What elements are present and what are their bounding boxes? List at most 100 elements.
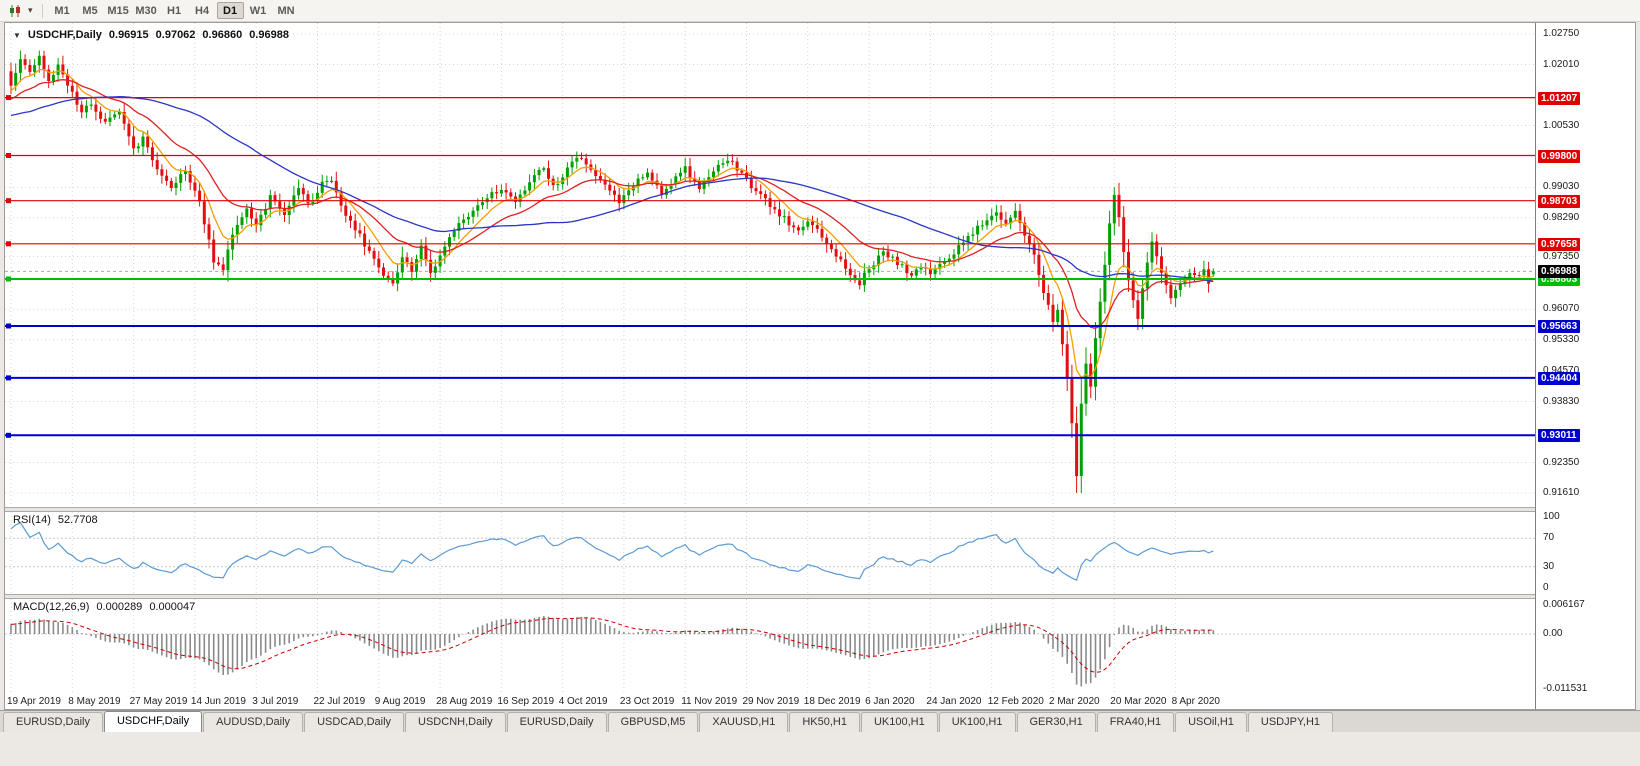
- macd-main-value: 0.000289: [96, 601, 143, 613]
- date-tick-label: 6 Jan 2020: [865, 696, 915, 707]
- date-tick-label: 24 Jan 2020: [926, 696, 982, 707]
- chart-tab-fra40-h1[interactable]: FRA40,H1: [1096, 712, 1175, 732]
- macd-histogram: [10, 616, 1215, 687]
- period-button-h4[interactable]: H4: [195, 5, 210, 17]
- price-chart-pane[interactable]: [5, 23, 1535, 507]
- chart-tab-usdchf-daily[interactable]: USDCHF,Daily: [103, 711, 203, 732]
- chart-tab-audusd-daily[interactable]: AUDUSD,Daily: [203, 712, 304, 732]
- period-button-d1[interactable]: D1: [216, 2, 244, 19]
- date-tick-label: 12 Feb 2020: [987, 696, 1044, 707]
- date-tick-label: 19 Apr 2019: [7, 696, 61, 707]
- date-tick-label: 11 Nov 2019: [681, 696, 738, 707]
- chart-tab-eurusd-daily[interactable]: EURUSD,Daily: [506, 712, 607, 732]
- macd-level-label: 0.00: [1543, 628, 1563, 639]
- rsi-level-label: 0: [1543, 582, 1549, 593]
- date-tick-label: 2 Mar 2020: [1049, 696, 1100, 707]
- hline-price-label: 0.97658: [1538, 237, 1581, 251]
- price-tick-label: 0.97350: [1543, 250, 1580, 262]
- rsi-pane[interactable]: [5, 512, 1535, 594]
- chart-type-button[interactable]: [5, 2, 25, 20]
- hline-price-label: 0.95663: [1538, 320, 1581, 333]
- ohlc-close: 0.96988: [249, 29, 289, 41]
- chart-window: ▼ USDCHF,Daily 0.96915 0.97062 0.96860 0…: [4, 22, 1636, 710]
- date-axis: 19 Apr 2019 8 May 2019 27 May 2019 14 Jun 2…: [5, 695, 1535, 709]
- price-tick-label: 0.91610: [1543, 487, 1580, 498]
- chart-tab-ger30-h1[interactable]: GER30,H1: [1016, 712, 1096, 732]
- chart-collapse-arrow-icon[interactable]: ▼: [13, 30, 21, 40]
- date-tick-label: 18 Dec 2019: [803, 696, 861, 707]
- date-tick-label: 4 Oct 2019: [558, 696, 608, 707]
- macd-level-label: 0.006167: [1543, 598, 1585, 610]
- rsi-label: RSI(14): [13, 514, 51, 526]
- pane-splitter[interactable]: [5, 507, 1635, 512]
- date-tick-label: 9 Aug 2019: [374, 696, 426, 707]
- price-axis: 1.02750 1.02010 1.00530 0.99030 0.98290 0.973…: [1535, 23, 1635, 709]
- grid: [5, 23, 1535, 507]
- price-tick-label: 1.02010: [1543, 58, 1580, 70]
- chart-tab-gbpusd-m5[interactable]: GBPUSD,M5: [607, 712, 699, 732]
- price-tick-label: 0.94570: [1543, 365, 1580, 376]
- price-tick-label: 1.02750: [1543, 28, 1580, 39]
- ma-lines: [10, 68, 1214, 379]
- period-button-m30[interactable]: M30: [135, 5, 157, 17]
- chart-tab-usdcnh-daily[interactable]: USDCNH,Daily: [405, 712, 506, 732]
- ohlc-open: 0.96915: [108, 29, 149, 41]
- period-button-h1[interactable]: H1: [167, 5, 182, 17]
- price-tick-label: 0.92350: [1543, 456, 1580, 468]
- price-tick-label: 0.98290: [1543, 211, 1580, 223]
- chart-tab-bar: EURUSD,Daily USDCHF,Daily AUDUSD,Daily USDC…: [0, 710, 1640, 732]
- hline-price-label: 0.98703: [1538, 194, 1581, 208]
- grid: [5, 599, 1535, 695]
- price-tick-label: 0.99030: [1543, 181, 1580, 193]
- chart-tab-eurusd-daily[interactable]: EURUSD,Daily: [3, 712, 103, 732]
- macd-legend: MACD(12,26,9) 0.000289 0.000047: [13, 601, 195, 613]
- price-tick-label: 0.96070: [1543, 303, 1580, 315]
- date-tick-label: 23 Oct 2019: [619, 696, 675, 707]
- chart-tab-uk100-h1[interactable]: UK100,H1: [860, 712, 938, 732]
- period-button-w1[interactable]: W1: [249, 5, 267, 17]
- toolbar-separator: [41, 3, 43, 18]
- date-tick-label: 29 Nov 2019: [742, 696, 800, 707]
- date-tick-label: 3 Jul 2019: [252, 696, 299, 707]
- date-tick-label: 28 Aug 2019: [436, 696, 493, 707]
- hline-price-label: 0.94404: [1538, 371, 1581, 385]
- rsi-level-label: 30: [1543, 560, 1555, 572]
- chart-legend: ▼ USDCHF,Daily 0.96915 0.97062 0.96860 0…: [13, 29, 289, 41]
- date-tick-label: 16 Sep 2019: [497, 696, 555, 707]
- macd-pane[interactable]: [5, 599, 1535, 695]
- current-price-label: 0.96988: [1538, 265, 1581, 279]
- pane-splitter[interactable]: [5, 594, 1635, 599]
- chart-tab-uk100-h1[interactable]: UK100,H1: [938, 712, 1016, 732]
- period-button-m5[interactable]: M5: [82, 5, 98, 17]
- chart-type-dropdown-icon[interactable]: ▾: [28, 5, 33, 15]
- date-tick-label: 8 Apr 2020: [1171, 696, 1220, 707]
- price-tick-label: 1.00530: [1543, 119, 1580, 131]
- chart-tab-usoil-h1[interactable]: USOil,H1: [1175, 712, 1247, 732]
- chart-tab-usdjpy-h1[interactable]: USDJPY,H1: [1247, 712, 1334, 732]
- rsi-level-label: 100: [1543, 511, 1560, 522]
- period-button-mn[interactable]: MN: [277, 5, 295, 17]
- chart-tab-usdcad-daily[interactable]: USDCAD,Daily: [304, 712, 405, 732]
- date-tick-label: 20 Mar 2020: [1110, 696, 1167, 707]
- macd-level-label: -0.011531: [1543, 682, 1588, 694]
- chart-symbol-label: USDCHF,Daily: [27, 29, 102, 41]
- period-button-m1[interactable]: M1: [54, 5, 70, 17]
- date-tick-label: 8 May 2019: [68, 696, 121, 707]
- horizontal-lines[interactable]: [5, 95, 1535, 438]
- macd-label: MACD(12,26,9): [13, 601, 90, 613]
- chart-tab-xauusd-h1[interactable]: XAUUSD,H1: [699, 712, 789, 732]
- timeframe-toolbar: ▾ M1 M5 M15 M30 H1 H4 D1 W1 MN: [0, 0, 1640, 22]
- rsi-line: [10, 521, 1214, 582]
- period-buttons: M1 M5 M15 M30 H1 H4 D1 W1 MN: [49, 2, 301, 19]
- macd-signal-line: [10, 617, 1214, 673]
- chart-tab-hk50-h1[interactable]: HK50,H1: [789, 712, 860, 732]
- date-tick-label: 22 Jul 2019: [313, 696, 366, 707]
- hline-price-label: 1.01207: [1538, 91, 1581, 105]
- hline-price-label: 0.99800: [1538, 149, 1581, 163]
- rsi-legend: RSI(14) 52.7708: [13, 514, 98, 526]
- period-button-m15[interactable]: M15: [107, 5, 129, 17]
- ohlc-high: 0.97062: [155, 29, 196, 41]
- rsi-level-label: 70: [1543, 532, 1555, 544]
- date-tick-label: 14 Jun 2019: [190, 696, 246, 707]
- candlestick-chart-icon: [10, 4, 20, 17]
